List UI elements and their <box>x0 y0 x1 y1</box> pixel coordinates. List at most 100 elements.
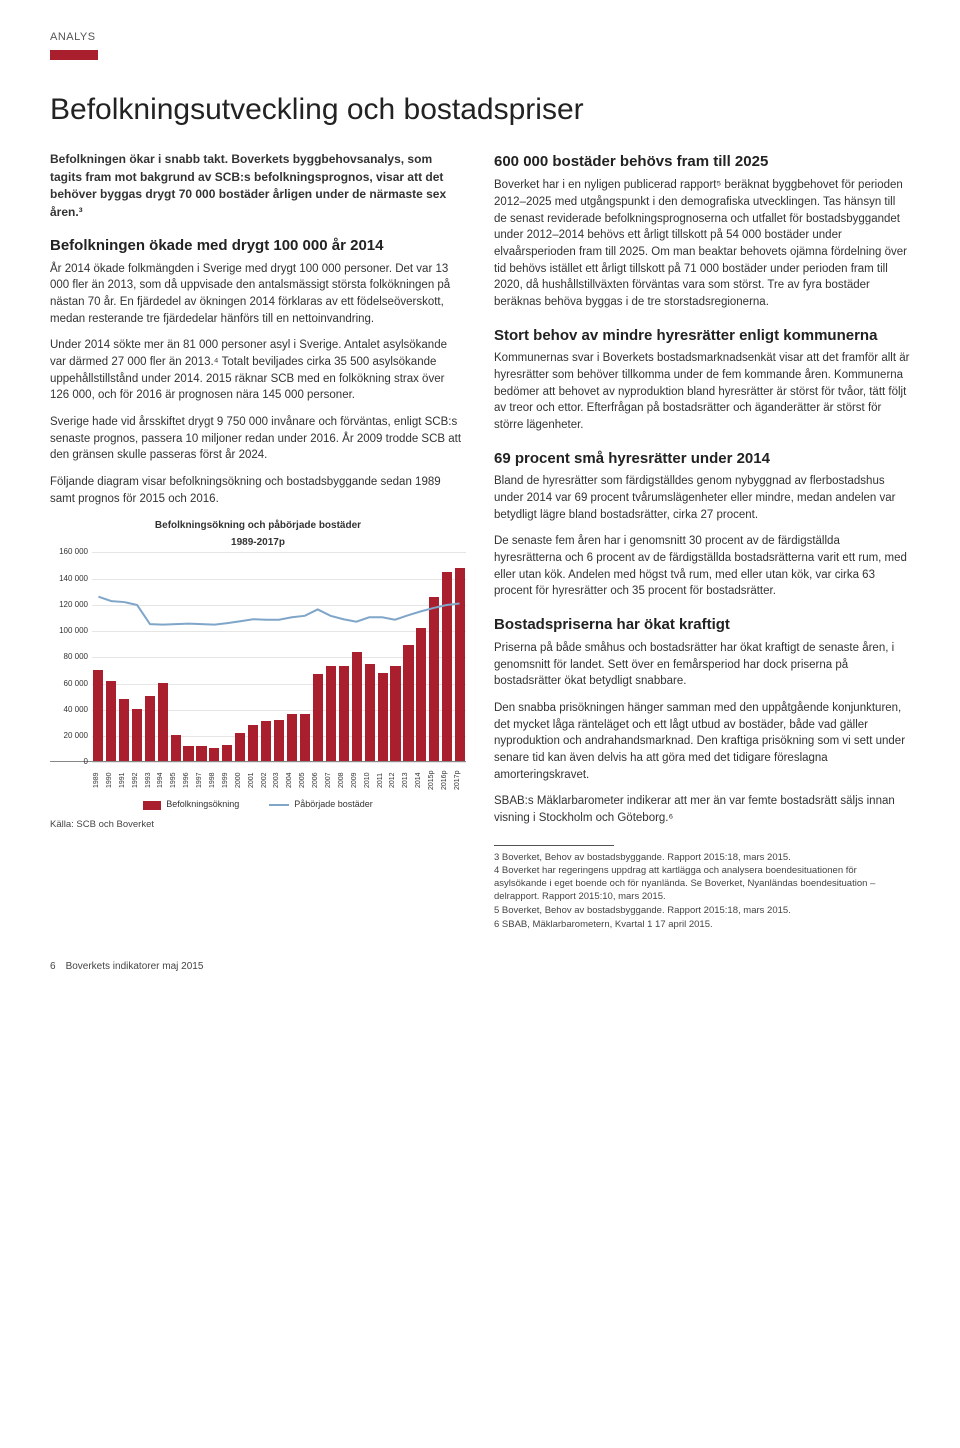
chart-bar <box>222 745 232 762</box>
chart-bar-slot <box>234 552 246 761</box>
chart-bar <box>339 666 349 761</box>
chart-x-label: 2011 <box>376 766 389 794</box>
chart-bar <box>158 683 168 761</box>
chart-x-label: 2013 <box>401 766 414 794</box>
chart-title: Befolkningsökning och påbörjade bostäder <box>50 519 466 534</box>
page-footer: 6 Boverkets indikatorer maj 2015 <box>50 960 910 975</box>
footnote-rule <box>494 845 614 846</box>
heading-600000: 600 000 bostäder behövs fram till 2025 <box>494 151 910 173</box>
chart-bar <box>416 628 426 761</box>
chart-y-label: 0 <box>50 757 88 769</box>
chart-x-label: 2006 <box>311 766 324 794</box>
chart-bar <box>365 664 375 762</box>
page-number: 6 <box>50 960 56 975</box>
chart-bar <box>261 721 271 761</box>
accent-bar <box>50 50 98 60</box>
chart-bar <box>300 714 310 761</box>
document-name: Boverkets indikatorer maj 2015 <box>66 960 204 975</box>
chart-x-label: 1994 <box>156 766 169 794</box>
chart-block: Befolkningsökning och påbörjade bostäder… <box>50 519 466 831</box>
body-text: Under 2014 sökte mer än 81 000 personer … <box>50 337 466 404</box>
chart-x-label: 2003 <box>272 766 285 794</box>
chart-bar-slot <box>441 552 453 761</box>
chart-legend: Befolkningsökning Påbörjade bostäder <box>50 798 466 811</box>
body-text: Priserna på både småhus och bostadsrätte… <box>494 640 910 690</box>
chart-bar-slot <box>312 552 324 761</box>
chart-bar <box>209 748 219 761</box>
chart-y-label: 140 000 <box>50 573 88 585</box>
chart-x-label: 1989 <box>92 766 105 794</box>
chart-x-label: 1991 <box>118 766 131 794</box>
body-text: Sverige hade vid årsskiftet drygt 9 750 … <box>50 414 466 464</box>
chart-bar-slot <box>338 552 350 761</box>
chart-bar-slot <box>299 552 311 761</box>
chart-bar-slot <box>415 552 427 761</box>
chart-bar-slot <box>118 552 130 761</box>
chart-bar <box>455 568 465 761</box>
chart-y-label: 20 000 <box>50 730 88 742</box>
bar-line-chart: 160 000140 000120 000100 00080 00060 000… <box>50 552 466 762</box>
chart-x-label: 1990 <box>105 766 118 794</box>
chart-bar-slot <box>131 552 143 761</box>
chart-x-label: 1998 <box>208 766 221 794</box>
chart-bar <box>183 746 193 762</box>
chart-bar <box>378 673 388 762</box>
body-text: Kommunernas svar i Boverkets bostadsmark… <box>494 350 910 433</box>
chart-bar-slot <box>208 552 220 761</box>
chart-x-label: 2014 <box>414 766 427 794</box>
body-text: Följande diagram visar befolkningsökning… <box>50 474 466 507</box>
chart-bar-slot <box>454 552 466 761</box>
chart-x-label: 2007 <box>324 766 337 794</box>
body-text: Den snabba prisökningen hänger samman me… <box>494 700 910 783</box>
chart-x-label: 2017p <box>453 766 466 794</box>
chart-bar <box>171 735 181 761</box>
chart-bar <box>119 699 129 762</box>
chart-x-label: 1999 <box>221 766 234 794</box>
chart-x-label: 2015p <box>427 766 440 794</box>
chart-x-label: 2002 <box>260 766 273 794</box>
chart-bar-slot <box>105 552 117 761</box>
chart-bar <box>106 681 116 762</box>
chart-x-label: 1995 <box>169 766 182 794</box>
footnote-6: 6 SBAB, Mäklarbarometern, Kvartal 1 17 a… <box>494 919 910 932</box>
chart-x-label: 2010 <box>363 766 376 794</box>
section-tag: ANALYS <box>50 30 910 46</box>
body-text: Boverket har i en nyligen publicerad rap… <box>494 177 910 310</box>
chart-bar-slot <box>325 552 337 761</box>
heading-population-increase: Befolkningen ökade med drygt 100 000 år … <box>50 235 466 257</box>
chart-bar <box>132 709 142 761</box>
chart-y-label: 60 000 <box>50 678 88 690</box>
heading-69-percent: 69 procent små hyresrätter under 2014 <box>494 448 910 470</box>
legend-label: Påbörjade bostäder <box>294 798 373 811</box>
chart-bar <box>145 696 155 761</box>
chart-x-label: 2004 <box>285 766 298 794</box>
footnote-3: 3 Boverket, Behov av bostadsbyggande. Ra… <box>494 852 910 865</box>
chart-bar-slot <box>273 552 285 761</box>
chart-bar <box>287 714 297 761</box>
chart-bar <box>326 666 336 761</box>
chart-x-label: 2001 <box>247 766 260 794</box>
chart-bar-slot <box>428 552 440 761</box>
chart-y-label: 120 000 <box>50 599 88 611</box>
chart-x-label: 1997 <box>195 766 208 794</box>
body-text: De senaste fem åren har i genomsnitt 30 … <box>494 533 910 600</box>
footnote-4: 4 Boverket har regeringens uppdrag att k… <box>494 865 910 903</box>
legend-swatch-line <box>269 804 289 806</box>
chart-x-label: 1996 <box>182 766 195 794</box>
chart-y-label: 80 000 <box>50 652 88 664</box>
legend-item-bars: Befolkningsökning <box>143 798 239 811</box>
chart-bar <box>403 645 413 761</box>
chart-y-label: 100 000 <box>50 625 88 637</box>
chart-bar-slot <box>144 552 156 761</box>
chart-bar-slot <box>351 552 363 761</box>
chart-bar-slot <box>247 552 259 761</box>
chart-x-axis: 1989199019911992199319941995199619971998… <box>92 766 466 794</box>
chart-source: Källa: SCB och Boverket <box>50 818 466 832</box>
chart-x-label: 2016p <box>440 766 453 794</box>
heading-prices: Bostadspriserna har ökat kraftigt <box>494 614 910 636</box>
chart-bar-slot <box>364 552 376 761</box>
legend-swatch-bar <box>143 801 161 810</box>
chart-x-label: 1993 <box>144 766 157 794</box>
legend-item-line: Påbörjade bostäder <box>269 798 373 811</box>
chart-bar-slot <box>92 552 104 761</box>
